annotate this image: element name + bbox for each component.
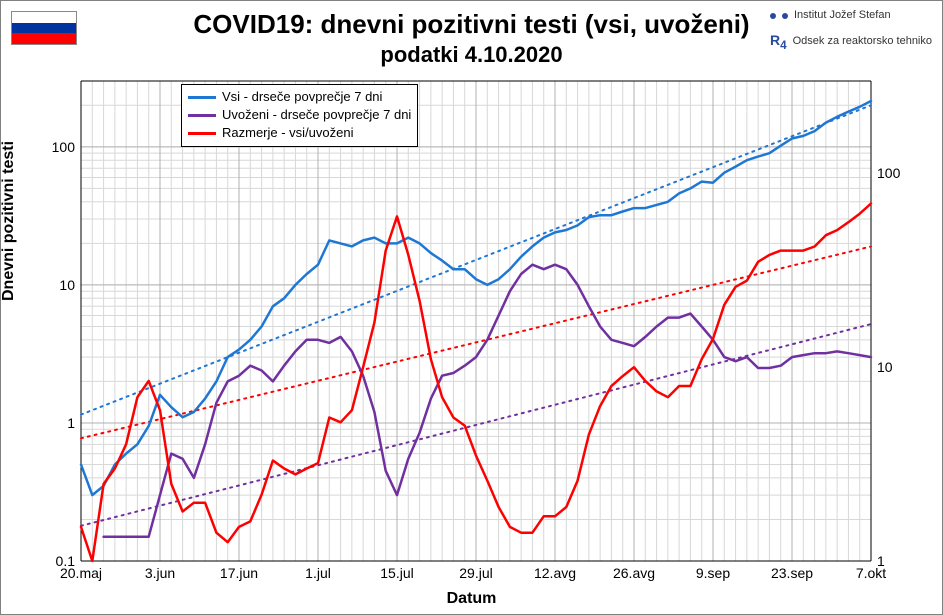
data-layer (81, 81, 871, 561)
series-razmerje (81, 204, 871, 562)
legend-item: Razmerje - vsi/uvoženi (188, 124, 411, 142)
y-right-tick: 100 (871, 165, 900, 181)
legend-label: Razmerje - vsi/uvoženi (222, 124, 354, 142)
legend-label: Vsi - drseče povprečje 7 dni (222, 88, 382, 106)
x-tick: 23.sep (771, 561, 813, 581)
legend-label: Uvoženi - drseče povprečje 7 dni (222, 106, 411, 124)
legend-swatch (188, 132, 216, 135)
legend-swatch (188, 114, 216, 117)
x-tick: 12.avg (534, 561, 576, 581)
legend-item: Uvoženi - drseče povprečje 7 dni (188, 106, 411, 124)
legend: Vsi - drseče povprečje 7 dniUvoženi - dr… (181, 84, 418, 147)
title-line1: COVID19: dnevni pozitivni testi (vsi, uv… (1, 9, 942, 40)
legend-item: Vsi - drseče povprečje 7 dni (188, 88, 411, 106)
chart-container: { "title_line1":"COVID19: dnevni pozitiv… (0, 0, 943, 615)
x-tick: 26.avg (613, 561, 655, 581)
plot-area: Vsi - drseče povprečje 7 dniUvoženi - dr… (81, 81, 871, 561)
trend-uvozeni_trend (81, 324, 871, 526)
x-tick: 1.jul (305, 561, 331, 581)
chart-title: COVID19: dnevni pozitivni testi (vsi, uv… (1, 9, 942, 68)
x-tick: 20.maj (60, 561, 102, 581)
x-tick: 17.jun (220, 561, 258, 581)
y-left-tick: 10 (59, 277, 81, 293)
x-tick: 29.jul (459, 561, 492, 581)
y-right-tick: 10 (871, 359, 893, 375)
x-tick: 3.jun (145, 561, 175, 581)
series-vsi (81, 101, 871, 495)
x-tick: 7.okt (856, 561, 886, 581)
x-tick: 9.sep (696, 561, 730, 581)
x-axis-label: Datum (1, 590, 942, 608)
series-uvozeni (104, 265, 871, 537)
trend-vsi_trend (81, 105, 871, 414)
y-left-tick: 100 (52, 139, 81, 155)
x-tick: 15.jul (380, 561, 413, 581)
title-line2: podatki 4.10.2020 (1, 42, 942, 68)
legend-swatch (188, 96, 216, 99)
y-axis-left-label: Dnevni pozitivni testi (0, 141, 18, 301)
trend-razmerje_trend (81, 247, 871, 439)
y-left-tick: 1 (67, 415, 81, 431)
